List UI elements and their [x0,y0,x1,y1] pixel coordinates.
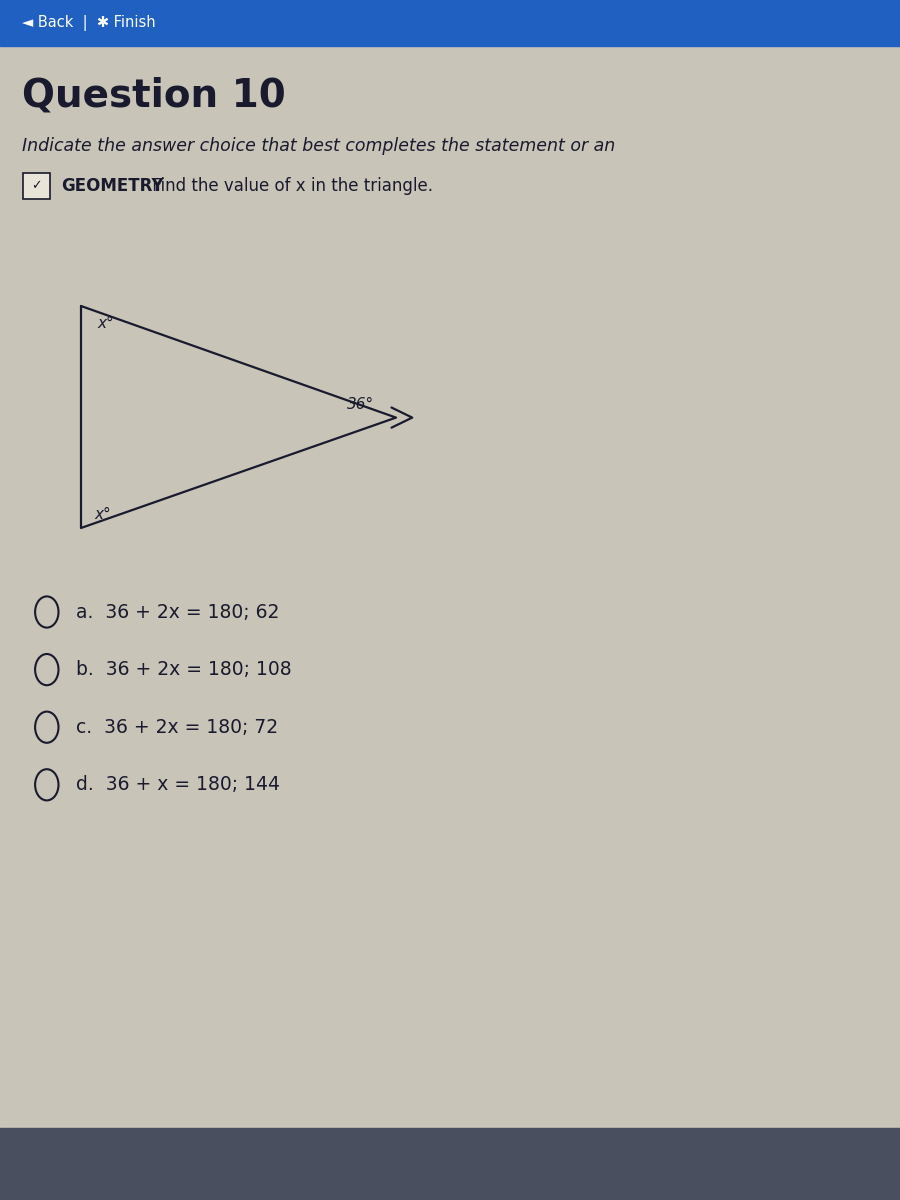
Text: ◄ Back  |  ✱ Finish: ◄ Back | ✱ Finish [22,14,156,31]
Bar [0,0,900,46]
Text: a.  36 + 2x = 180; 62: a. 36 + 2x = 180; 62 [76,602,280,622]
Bar [0,1128,900,1200]
Text: Find the value of x in the triangle.: Find the value of x in the triangle. [147,176,433,194]
Text: Question 10: Question 10 [22,77,286,115]
FancyBboxPatch shape [22,173,50,199]
Text: x°: x° [94,506,111,522]
Text: GEOMETRY: GEOMETRY [61,176,164,194]
Text: 36°: 36° [346,396,374,412]
Text: c.  36 + 2x = 180; 72: c. 36 + 2x = 180; 72 [76,718,279,737]
Text: ✓: ✓ [31,180,41,192]
Text: b.  36 + 2x = 180; 108: b. 36 + 2x = 180; 108 [76,660,292,679]
Text: Indicate the answer choice that best completes the statement or an: Indicate the answer choice that best com… [22,138,616,156]
Text: d.  36 + x = 180; 144: d. 36 + x = 180; 144 [76,775,281,794]
Text: x°: x° [97,316,113,330]
